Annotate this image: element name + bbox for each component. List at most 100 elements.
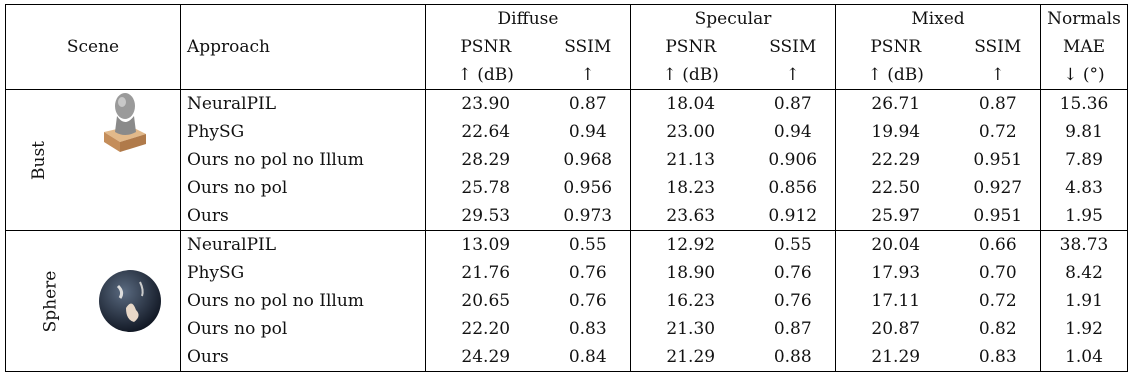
unit-header: ↑ (dB) — [425, 61, 546, 90]
results-table: Scene Approach Diffuse Specular Mixed Normals… — [5, 4, 1128, 372]
scene-name: Bust — [29, 140, 49, 180]
value-cell: 0.87 — [545, 89, 631, 118]
value-cell: 20.65 — [461, 290, 511, 311]
value-cell: 0.83 — [955, 343, 1041, 372]
scene-cell: Bust — [5, 89, 181, 231]
value-cell: 23.00 — [666, 121, 716, 142]
value-cell: 13.09 — [461, 234, 511, 255]
approach-cell: NeuralPIL — [180, 230, 426, 259]
value-cell: 22.50 — [871, 177, 921, 198]
value-cell: 0.951 — [955, 146, 1041, 174]
metric-header: MAE — [1040, 33, 1128, 61]
value-cell: 21.29 — [630, 343, 751, 372]
metric-header: PSNR — [665, 36, 717, 57]
value-cell: 0.88 — [750, 343, 836, 372]
value-cell: 26.71 — [871, 93, 921, 114]
value-cell: 0.82 — [955, 315, 1041, 343]
metric-header: SSIM — [955, 33, 1041, 61]
unit-header: ↑ — [955, 61, 1041, 90]
value-cell: 0.906 — [750, 146, 836, 174]
table-row: Ours no pol no Illum 20.65 0.76 16.23 0.76 17… — [6, 287, 1128, 315]
value-cell: 0.76 — [750, 259, 836, 287]
value-cell: 18.90 — [666, 262, 716, 283]
value-cell: 21.13 — [666, 149, 716, 170]
table-row: Scene Approach Diffuse Specular Mixed Normals — [5, 4, 1128, 90]
table-row: PhySG 21.76 0.76 18.90 0.76 17.93 0.70 8.42 — [6, 259, 1128, 287]
group-header: Mixed — [835, 4, 1041, 33]
scene-header: Scene — [5, 4, 181, 90]
scene-name: Sphere — [40, 270, 61, 332]
value-cell: 0.951 — [955, 202, 1041, 231]
value-cell: 1.91 — [1040, 287, 1128, 315]
unit-header: ↓ (°) — [1040, 61, 1128, 90]
metric-header: SSIM — [750, 33, 836, 61]
value-cell: 28.29 — [461, 149, 511, 170]
approach-cell: Ours no pol no Illum — [180, 146, 426, 174]
table-row: Ours 24.29 0.84 21.29 0.88 21.29 0.83 1.04 — [6, 343, 1128, 372]
value-cell: 1.95 — [1040, 202, 1128, 231]
value-cell: 25.97 — [835, 202, 956, 231]
value-cell: 15.36 — [1040, 89, 1128, 118]
value-cell: 0.956 — [545, 174, 631, 202]
unit-header: ↑ (dB) — [630, 61, 751, 90]
value-cell: 38.73 — [1040, 230, 1128, 259]
value-cell: 21.29 — [835, 343, 956, 372]
value-cell: 22.64 — [461, 121, 511, 142]
value-cell: 17.11 — [871, 290, 921, 311]
table-row: ↑ (dB) ↑ ↑ (dB) ↑ ↑ (dB) ↑ ↓ (°) — [6, 61, 1128, 90]
approach-cell: Ours no pol — [180, 174, 426, 202]
value-cell: 23.90 — [461, 93, 511, 114]
metric-header: PSNR — [870, 36, 922, 57]
value-cell: 1.04 — [1040, 343, 1128, 372]
value-cell: 0.72 — [955, 118, 1041, 146]
value-cell: 25.78 — [461, 177, 511, 198]
value-cell: 9.81 — [1040, 118, 1128, 146]
value-cell: 0.55 — [545, 230, 631, 259]
value-cell: 0.76 — [750, 287, 836, 315]
group-header: Specular — [630, 4, 836, 33]
value-cell: 7.89 — [1040, 146, 1128, 174]
value-cell: 0.70 — [955, 259, 1041, 287]
table-row: Ours no pol 25.78 0.956 18.23 0.856 22.50 0.92… — [6, 174, 1128, 202]
unit-header: ↑ — [750, 61, 836, 90]
approach-cell: PhySG — [180, 259, 426, 287]
value-cell: 0.87 — [955, 89, 1041, 118]
value-cell: 0.87 — [750, 89, 836, 118]
sphere-thumbnail — [99, 270, 161, 332]
value-cell: 22.29 — [871, 149, 921, 170]
table-row: Ours 29.53 0.973 23.63 0.912 25.97 0.951 1.95 — [6, 202, 1128, 231]
value-cell: 17.93 — [871, 262, 921, 283]
value-cell: 1.92 — [1040, 315, 1128, 343]
value-cell: 0.87 — [750, 315, 836, 343]
table-row: Ours no pol no Illum 28.29 0.968 21.13 0.906… — [6, 146, 1128, 174]
value-cell: 24.29 — [425, 343, 546, 372]
approach-cell: Ours — [180, 343, 426, 372]
table-row: PhySG 22.64 0.94 23.00 0.94 19.94 0.72 9.81 — [6, 118, 1128, 146]
metric-header: SSIM — [545, 33, 631, 61]
value-cell: 0.76 — [545, 287, 631, 315]
metric-header: PSNR — [460, 36, 512, 57]
value-cell: 0.856 — [750, 174, 836, 202]
value-cell: 0.912 — [750, 202, 836, 231]
value-cell: 23.63 — [630, 202, 751, 231]
approach-cell: Ours no pol no Illum — [180, 287, 426, 315]
group-header: Diffuse — [425, 4, 631, 33]
approach-cell: PhySG — [180, 118, 426, 146]
table-row: Sphere NeuralPIL 13.09 0.55 12.92 0.55 20.04 0.… — [5, 230, 1128, 372]
unit-header: ↑ — [545, 61, 631, 90]
value-cell: 21.30 — [666, 318, 716, 339]
bust-thumbnail — [104, 93, 146, 152]
table-row: Ours no pol 22.20 0.83 21.30 0.87 20.87 0.82 1.… — [6, 315, 1128, 343]
value-cell: 0.55 — [750, 230, 836, 259]
value-cell: 0.968 — [545, 146, 631, 174]
value-cell: 8.42 — [1040, 259, 1128, 287]
value-cell: 12.92 — [666, 234, 716, 255]
value-cell: 29.53 — [425, 202, 546, 231]
approach-header: Approach — [180, 4, 426, 90]
unit-header: ↑ (dB) — [835, 61, 956, 90]
value-cell: 22.20 — [461, 318, 511, 339]
value-cell: 21.76 — [461, 262, 511, 283]
value-cell: 20.87 — [871, 318, 921, 339]
value-cell: 4.83 — [1040, 174, 1128, 202]
